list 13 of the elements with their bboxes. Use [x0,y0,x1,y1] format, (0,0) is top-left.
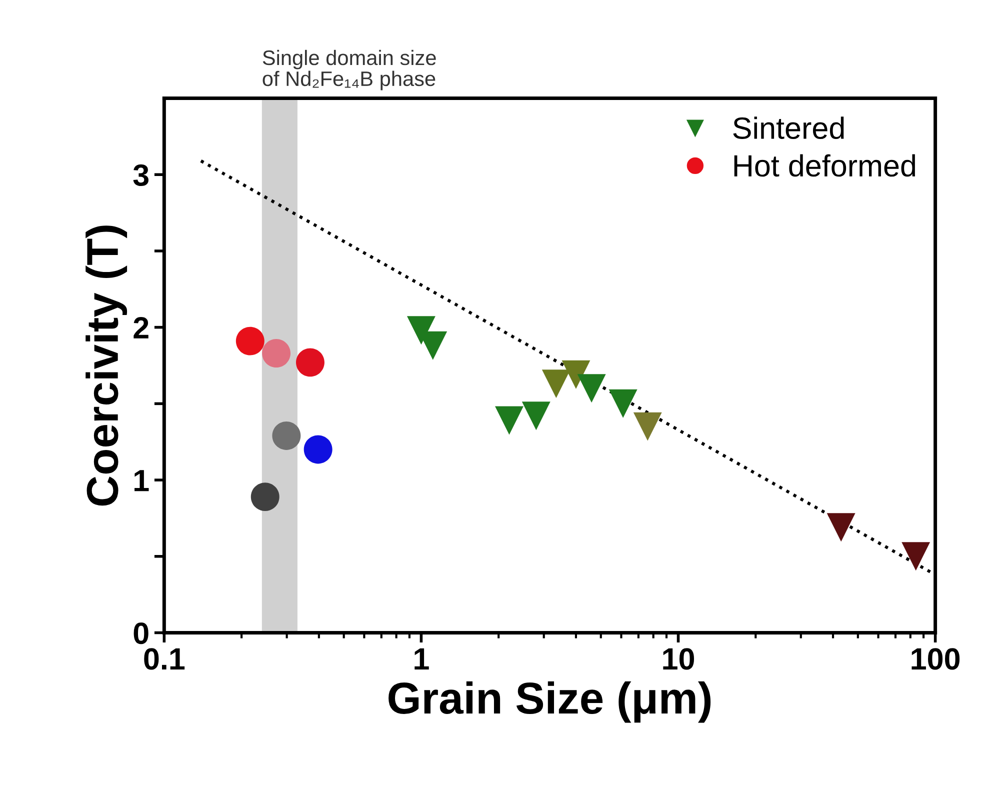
legend-label: Hot deformed [734,154,916,177]
y-tick-label: 1 [134,470,149,492]
x-tick-label: 0.1 [144,648,185,670]
x-tick-label: 100 [912,648,960,670]
y-tick-label: 0 [134,622,148,644]
band-label: Single domain size of Nd₂Fe₁₄B phase [262,50,436,90]
x-axis-title: Grain Size (μm) [388,681,711,723]
y-axis-title: Coercivity (T) [86,226,128,506]
x-tick-label: 10 [663,648,694,670]
x-tick-label: 1 [414,648,429,670]
y-tick-label: 2 [134,317,148,338]
legend-label: Sintered [733,116,844,140]
y-tick-label: 3 [133,164,148,186]
